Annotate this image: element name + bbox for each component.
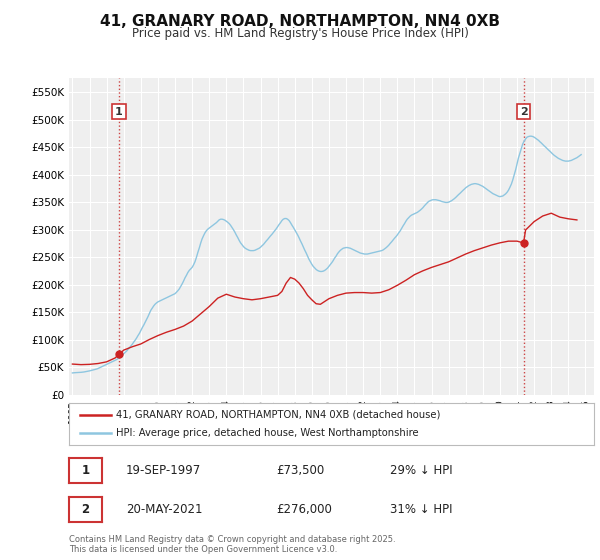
Text: 2: 2 [520,106,527,116]
Text: Contains HM Land Registry data © Crown copyright and database right 2025.
This d: Contains HM Land Registry data © Crown c… [69,535,395,554]
Text: 1: 1 [115,106,123,116]
Text: Price paid vs. HM Land Registry's House Price Index (HPI): Price paid vs. HM Land Registry's House … [131,27,469,40]
Text: HPI: Average price, detached house, West Northamptonshire: HPI: Average price, detached house, West… [116,428,419,438]
Text: 1: 1 [82,464,89,477]
Text: 2: 2 [82,503,89,516]
Text: 20-MAY-2021: 20-MAY-2021 [126,503,203,516]
Text: 29% ↓ HPI: 29% ↓ HPI [390,464,452,477]
Text: 31% ↓ HPI: 31% ↓ HPI [390,503,452,516]
Text: 19-SEP-1997: 19-SEP-1997 [126,464,201,477]
Text: 41, GRANARY ROAD, NORTHAMPTON, NN4 0XB (detached house): 41, GRANARY ROAD, NORTHAMPTON, NN4 0XB (… [116,410,440,420]
Text: 41, GRANARY ROAD, NORTHAMPTON, NN4 0XB: 41, GRANARY ROAD, NORTHAMPTON, NN4 0XB [100,14,500,29]
Text: £73,500: £73,500 [276,464,324,477]
Text: £276,000: £276,000 [276,503,332,516]
